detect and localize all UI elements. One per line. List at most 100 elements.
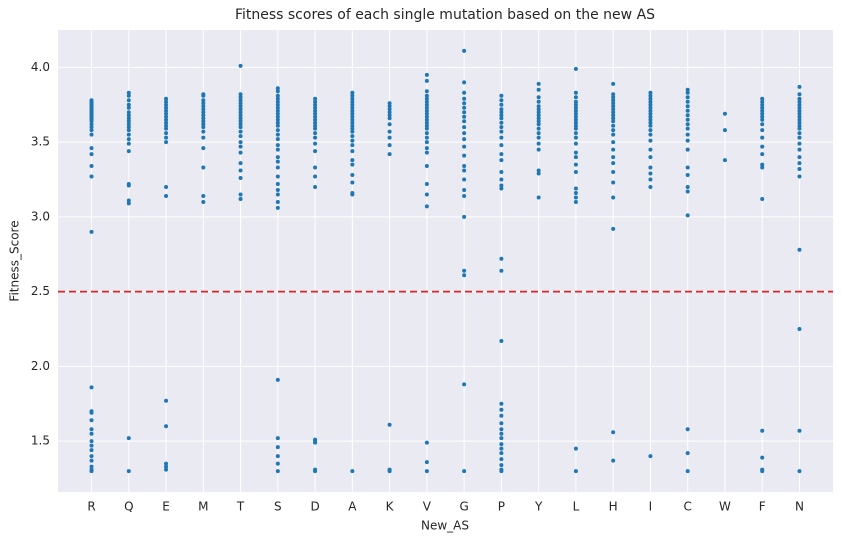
point xyxy=(573,95,578,100)
point xyxy=(275,199,280,204)
point xyxy=(462,469,467,474)
point xyxy=(797,96,802,101)
point xyxy=(685,117,690,122)
point xyxy=(462,110,467,115)
point xyxy=(387,107,392,112)
point xyxy=(275,469,280,474)
point xyxy=(275,155,280,160)
point xyxy=(499,421,504,426)
point xyxy=(350,126,355,131)
point xyxy=(685,184,690,189)
point xyxy=(499,427,504,432)
point xyxy=(648,120,653,125)
point xyxy=(89,229,94,234)
point xyxy=(89,164,94,169)
point xyxy=(462,119,467,124)
point xyxy=(462,168,467,173)
point xyxy=(238,122,243,127)
point xyxy=(126,198,131,203)
point xyxy=(275,165,280,170)
point xyxy=(648,105,653,110)
point xyxy=(238,119,243,124)
point xyxy=(201,101,206,106)
point xyxy=(462,177,467,182)
point xyxy=(648,99,653,104)
point xyxy=(685,90,690,95)
point xyxy=(89,132,94,137)
point xyxy=(275,377,280,382)
point xyxy=(164,102,169,107)
point xyxy=(201,93,206,98)
point xyxy=(685,213,690,218)
x-tick-label: N xyxy=(795,500,804,514)
point xyxy=(462,48,467,53)
point xyxy=(722,111,727,116)
point xyxy=(499,93,504,98)
y-tick-label: 1.5 xyxy=(31,434,50,448)
point xyxy=(89,119,94,124)
point xyxy=(499,186,504,191)
point xyxy=(201,116,206,121)
point xyxy=(275,105,280,110)
point xyxy=(164,126,169,131)
point xyxy=(536,116,541,121)
point xyxy=(164,467,169,472)
point xyxy=(350,96,355,101)
point xyxy=(797,117,802,122)
point xyxy=(201,146,206,151)
point xyxy=(760,128,765,133)
point xyxy=(201,110,206,115)
point xyxy=(89,125,94,130)
point xyxy=(424,192,429,197)
point xyxy=(313,174,318,179)
point xyxy=(573,123,578,128)
point xyxy=(611,81,616,86)
point xyxy=(350,162,355,167)
point xyxy=(313,149,318,154)
point xyxy=(350,123,355,128)
point xyxy=(275,108,280,113)
point xyxy=(424,140,429,145)
point xyxy=(797,102,802,107)
point xyxy=(350,173,355,178)
point xyxy=(350,138,355,143)
point xyxy=(499,457,504,462)
point xyxy=(760,165,765,170)
point xyxy=(685,469,690,474)
x-tick-label: Q xyxy=(124,500,133,514)
point xyxy=(648,123,653,128)
point xyxy=(275,117,280,122)
point xyxy=(387,101,392,106)
point xyxy=(164,464,169,469)
point xyxy=(536,87,541,92)
point xyxy=(164,96,169,101)
x-tick-label: I xyxy=(649,500,653,514)
point xyxy=(424,114,429,119)
point xyxy=(238,125,243,130)
x-tick-label: C xyxy=(683,500,691,514)
point xyxy=(313,96,318,101)
point xyxy=(760,162,765,167)
point xyxy=(722,158,727,163)
point xyxy=(797,174,802,179)
point xyxy=(164,193,169,198)
point xyxy=(238,196,243,201)
point xyxy=(126,436,131,441)
point xyxy=(313,165,318,170)
point xyxy=(797,247,802,252)
point xyxy=(611,113,616,118)
point xyxy=(275,99,280,104)
point xyxy=(238,104,243,109)
point xyxy=(462,268,467,273)
point xyxy=(350,111,355,116)
point xyxy=(685,104,690,109)
point xyxy=(536,81,541,86)
point xyxy=(275,174,280,179)
point xyxy=(611,110,616,115)
point xyxy=(462,153,467,158)
point xyxy=(760,196,765,201)
point xyxy=(685,173,690,178)
point xyxy=(573,111,578,116)
point xyxy=(797,167,802,172)
point xyxy=(387,129,392,134)
